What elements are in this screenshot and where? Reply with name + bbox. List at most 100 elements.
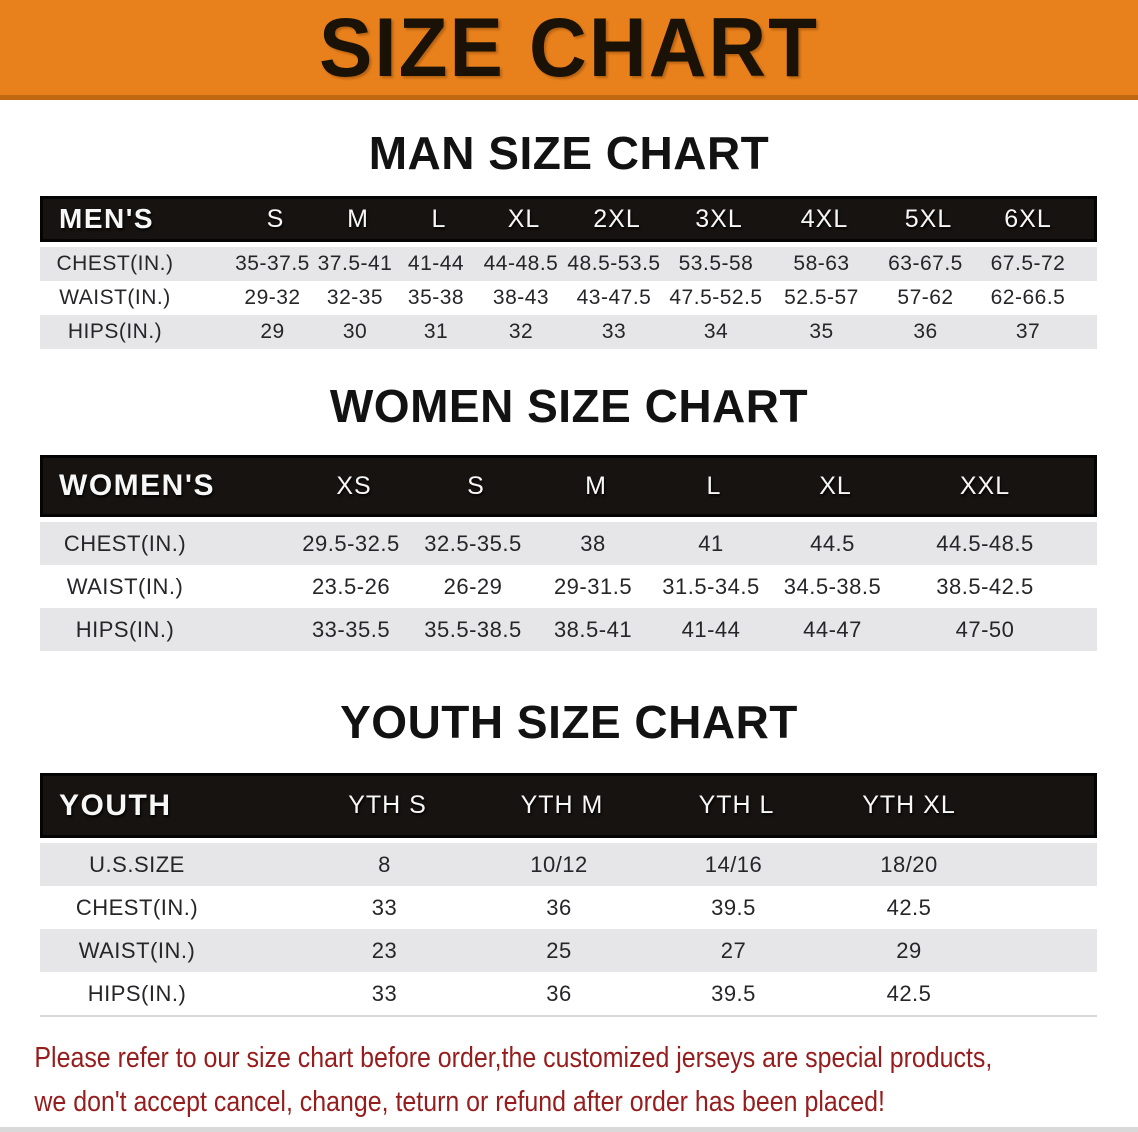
cell-value: 34 [703,320,729,343]
column-header: S [467,471,485,500]
cell-value: 33 [371,894,398,920]
row-label: HIPS(IN.) [75,616,175,642]
table-row: CHEST(IN.) 33 36 39.5 42.5 [40,886,1097,929]
cell-value: 63-67.5 [888,252,963,275]
cell-value: 34.5-38.5 [783,573,882,599]
cell-value: 35-37.5 [235,252,310,275]
cell-value: 38.5-41 [553,616,633,642]
table-header-row: WOMEN'S XS S M L XL XXL [40,455,1097,517]
column-header: XL [507,204,541,233]
table-title: YOUTH [59,788,172,822]
row-label: WAIST(IN.) [59,286,171,309]
cell-value: 53.5-58 [678,252,754,275]
cell-value: 57-62 [897,286,954,309]
cell-value: 23.5-26 [311,573,391,599]
table-row: HIPS(IN.) 29 30 31 32 33 34 35 36 37 [40,315,1097,349]
cell-value: 29-32 [244,286,301,309]
row-label: HIPS(IN.) [87,980,187,1006]
disclaimer-line-2: we don't accept cancel, change, teturn o… [34,1085,885,1118]
cell-value: 35-38 [407,286,465,309]
column-header: 5XL [904,204,953,233]
table-row: HIPS(IN.) 33-35.5 35.5-38.5 38.5-41 41-44 44-… [40,608,1097,651]
banner: SIZE CHART [0,0,1138,100]
table-row: WAIST(IN.) 29-32 32-35 35-38 38-43 43-47.5 47.… [40,281,1097,315]
cell-value: 26-29 [443,573,503,599]
womens-size-table: WOMEN'S XS S M L XL XXL CHEST(IN.) 29.5-32.5 32.5… [40,455,1097,651]
table-row: CHEST(IN.) 29.5-32.5 32.5-35.5 38 41 44.5 44.5… [40,522,1097,565]
mens-size-table: MEN'S S M L XL 2XL 3XL 4XL 5XL 6XL CHEST(IN.) 35-37… [40,196,1097,349]
cell-value: 36 [546,980,572,1006]
row-label: WAIST(IN.) [78,937,196,963]
cell-value: 10/12 [530,851,588,877]
column-header: XXL [959,471,1011,500]
cell-value: 44-48.5 [483,252,559,275]
cell-value: 14/16 [704,851,763,877]
cell-value: 35.5-38.5 [424,616,522,642]
table-title: WOMEN'S [59,469,215,502]
table-row: CHEST(IN.) 35-37.5 37.5-41 41-44 44-48.5 48.5… [40,247,1097,281]
column-header: YTH L [698,791,775,819]
column-header: YTH S [348,791,427,819]
cell-value: 67.5-72 [990,252,1066,275]
cell-value: 42.5 [886,894,932,920]
column-header: S [266,204,285,233]
cell-value: 39.5 [711,894,756,920]
cell-value: 35 [809,320,834,343]
table-title: MEN'S [59,203,155,234]
column-header: L [431,204,447,233]
cell-value: 32.5-35.5 [424,530,522,556]
cell-value: 42.5 [886,980,932,1006]
disclaimer-text: Please refer to our size chart before or… [0,1037,992,1124]
women-size-section: WOMEN SIZE CHART WOMEN'S XS S M L XL XXL CHEST(… [0,379,1138,651]
cell-value: 29 [896,937,922,963]
cell-value: 33 [371,980,398,1006]
cell-value: 39.5 [711,980,756,1006]
row-label: U.S.SIZE [89,851,185,877]
cell-value: 43-47.5 [576,286,652,309]
cell-value: 47.5-52.5 [669,286,763,309]
man-size-section: MAN SIZE CHART MEN'S S M L XL 2XL 3XL 4XL 5XL 6XL… [0,126,1138,349]
row-label: CHEST(IN.) [63,530,187,556]
cell-value: 31 [423,320,449,343]
cell-value: 62-66.5 [990,286,1066,309]
cell-value: 41-44 [681,616,741,642]
cell-value: 31.5-34.5 [662,573,760,599]
cell-value: 44-47 [803,616,862,642]
column-header: 6XL [1004,204,1052,233]
cell-value: 52.5-57 [784,286,859,309]
cell-value: 36 [913,320,938,343]
cell-value: 29-31.5 [553,573,633,599]
row-label: WAIST(IN.) [66,573,184,599]
cell-value: 58-63 [793,252,850,275]
cell-value: 23 [371,937,398,963]
cell-value: 8 [378,851,391,877]
page-title: SIZE CHART [319,0,819,94]
table-row: U.S.SIZE 8 10/12 14/16 18/20 [40,843,1097,886]
youth-size-heading: YOUTH SIZE CHART [340,696,798,748]
column-header: YTH M [520,791,604,819]
column-header: 3XL [695,204,743,233]
cell-value: 47-50 [955,616,1015,642]
cell-value: 33 [601,320,627,343]
cell-value: 38 [580,530,606,556]
youth-size-section: YOUTH SIZE CHART YOUTH YTH S YTH M YTH L YTH… [0,695,1138,1017]
man-size-heading: MAN SIZE CHART [368,127,770,179]
table-row: WAIST(IN.) 23.5-26 26-29 29-31.5 31.5-34.5 34… [40,565,1097,608]
column-header: L [706,471,722,500]
column-header: 4XL [800,204,849,233]
column-header: XS [336,471,372,500]
cell-value: 32 [508,320,534,343]
cell-value: 38.5-42.5 [936,573,1034,599]
cell-value: 37 [1015,320,1041,343]
cell-value: 44.5-48.5 [936,530,1034,556]
cell-value: 48.5-53.5 [567,252,661,275]
row-label: CHEST(IN.) [56,252,174,275]
cell-value: 32-35 [326,286,384,309]
table-header-row: MEN'S S M L XL 2XL 3XL 4XL 5XL 6XL [40,196,1097,242]
column-header: 2XL [593,204,641,233]
cell-value: 27 [720,937,747,963]
cell-value: 25 [546,937,572,963]
cell-value: 41 [698,530,724,556]
cell-value: 41-44 [407,252,465,275]
cell-value: 44.5 [810,530,855,556]
